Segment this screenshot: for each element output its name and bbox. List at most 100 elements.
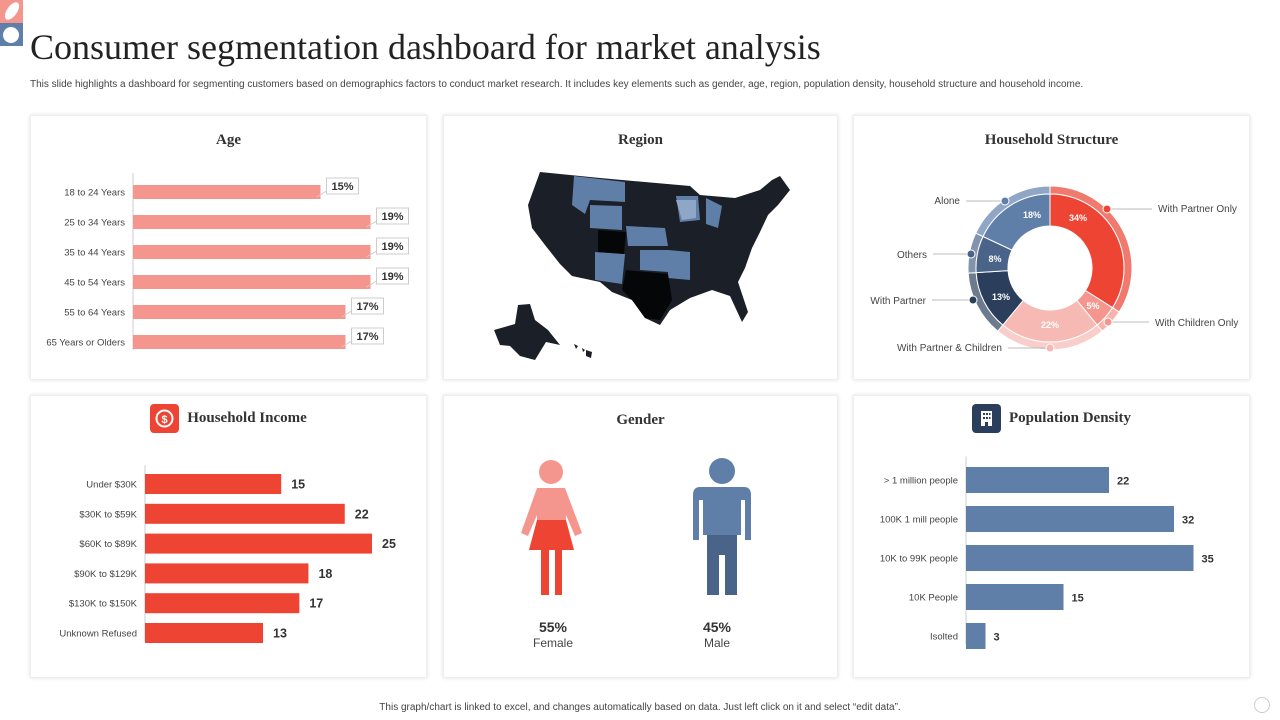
- bar: [145, 623, 264, 643]
- data-label: 19%: [381, 271, 403, 283]
- segment-label: 18%: [1023, 210, 1041, 220]
- legend-label: With Children Only: [1155, 318, 1238, 329]
- category-label: $130K to $150K: [69, 599, 138, 610]
- us-black-states: [598, 230, 672, 320]
- gender-title: Gender: [616, 412, 665, 428]
- data-label: 25: [382, 537, 396, 551]
- segment-label: 34%: [1069, 213, 1087, 223]
- bar: [145, 593, 300, 614]
- legend-label: With Partner & Children: [897, 343, 1002, 354]
- leader-dot: [966, 249, 976, 259]
- category-label: $30K to $59K: [79, 509, 137, 520]
- bar: [966, 584, 1064, 610]
- household-structure-title: Household Structure: [984, 132, 1119, 148]
- data-label-box: [376, 237, 409, 255]
- data-label: 15: [1072, 593, 1084, 605]
- bar: [133, 215, 371, 229]
- bar: [145, 503, 345, 524]
- gender-label: Female: [533, 636, 573, 650]
- page-title: Consumer segmentation dashboard for mark…: [30, 27, 821, 67]
- segment-label: 22%: [1041, 320, 1059, 330]
- category-label: 10K People: [909, 593, 958, 604]
- segment-label: 5%: [1086, 301, 1099, 311]
- household-income-title: Household Income: [187, 409, 307, 426]
- data-label: 15%: [331, 181, 353, 193]
- dollar-coin-icon: $: [150, 404, 180, 433]
- bar: [966, 467, 1109, 493]
- category-label: 35 to 44 Years: [64, 248, 125, 259]
- us-light-states: [676, 200, 696, 220]
- brand-logo: [0, 0, 23, 46]
- bar: [966, 506, 1174, 532]
- data-label-box: [351, 297, 384, 315]
- hawaii-shape: [574, 344, 592, 358]
- region-title: Region: [618, 132, 663, 148]
- building-icon: [971, 404, 1001, 433]
- female-skirt-legs: [529, 520, 574, 595]
- data-label: 19%: [381, 241, 403, 253]
- data-label: 35: [1202, 554, 1214, 566]
- population-density-title: Population Density: [1008, 409, 1132, 426]
- segment-label: 13%: [992, 292, 1010, 302]
- bar: [966, 545, 1194, 571]
- leader-dot: [1000, 196, 1010, 206]
- category-label: 25 to 34 Years: [64, 218, 125, 229]
- legend-label: With Partner Only: [1158, 204, 1237, 215]
- bar: [133, 305, 346, 319]
- slide-nav-button[interactable]: [1254, 697, 1270, 713]
- data-label: 22: [1117, 476, 1129, 488]
- donut-segment: [1049, 193, 1125, 309]
- bar: [145, 474, 282, 494]
- bar: [145, 563, 309, 584]
- category-label: 18 to 24 Years: [64, 188, 125, 199]
- data-label-box: [376, 267, 409, 285]
- data-label: 32: [1182, 515, 1194, 527]
- data-label: 15: [291, 478, 305, 492]
- bar: [133, 335, 346, 349]
- female-head: [539, 460, 563, 484]
- data-label: 18: [318, 567, 332, 581]
- us-map[interactable]: [494, 172, 790, 360]
- category-label: 10K to 99K people: [880, 554, 958, 565]
- legend-label: Alone: [934, 196, 960, 207]
- leader-dot: [968, 295, 978, 305]
- data-label: 17%: [356, 301, 378, 313]
- population-density-panel: Population Density: [853, 395, 1250, 678]
- data-label-box: [326, 177, 359, 195]
- bar: [966, 623, 986, 649]
- data-label: 3: [994, 632, 1000, 644]
- category-label: 65 Years or Olders: [46, 338, 125, 349]
- data-label: 13: [273, 627, 287, 641]
- data-label: 22: [355, 507, 369, 521]
- legend-label: With Partner: [870, 296, 926, 307]
- category-label: 100K 1 mill people: [880, 515, 958, 526]
- category-label: 45 to 54 Years: [64, 278, 125, 289]
- gender-percent: 45%: [703, 619, 732, 635]
- alaska-shape: [494, 304, 560, 360]
- gender-label: Male: [704, 636, 730, 650]
- page-subtitle: This slide highlights a dashboard for se…: [30, 79, 1084, 90]
- gender-percent: 55%: [539, 619, 568, 635]
- category-label: 55 to 64 Years: [64, 308, 125, 319]
- bar: [145, 533, 372, 554]
- male-torso: [693, 487, 751, 540]
- category-label: > 1 million people: [884, 476, 958, 487]
- bar: [133, 185, 321, 199]
- segment-label: 8%: [988, 254, 1001, 264]
- data-label: 17%: [356, 331, 378, 343]
- svg-text:$: $: [162, 414, 168, 426]
- bar: [133, 245, 371, 259]
- footer-note: This graph/chart is linked to excel, and…: [379, 702, 901, 713]
- category-label: Isolted: [930, 632, 958, 643]
- category-label: Unknown Refused: [59, 629, 137, 640]
- male-head: [709, 458, 735, 484]
- leader-dot: [1102, 204, 1112, 214]
- data-label-box: [351, 327, 384, 345]
- donut-segment: [982, 193, 1051, 251]
- category-label: $60K to $89K: [79, 539, 137, 550]
- category-label: $90K to $129K: [74, 569, 138, 580]
- bar: [133, 275, 371, 289]
- leader-dot: [1103, 317, 1113, 327]
- gender-panel: Gender: [443, 395, 838, 678]
